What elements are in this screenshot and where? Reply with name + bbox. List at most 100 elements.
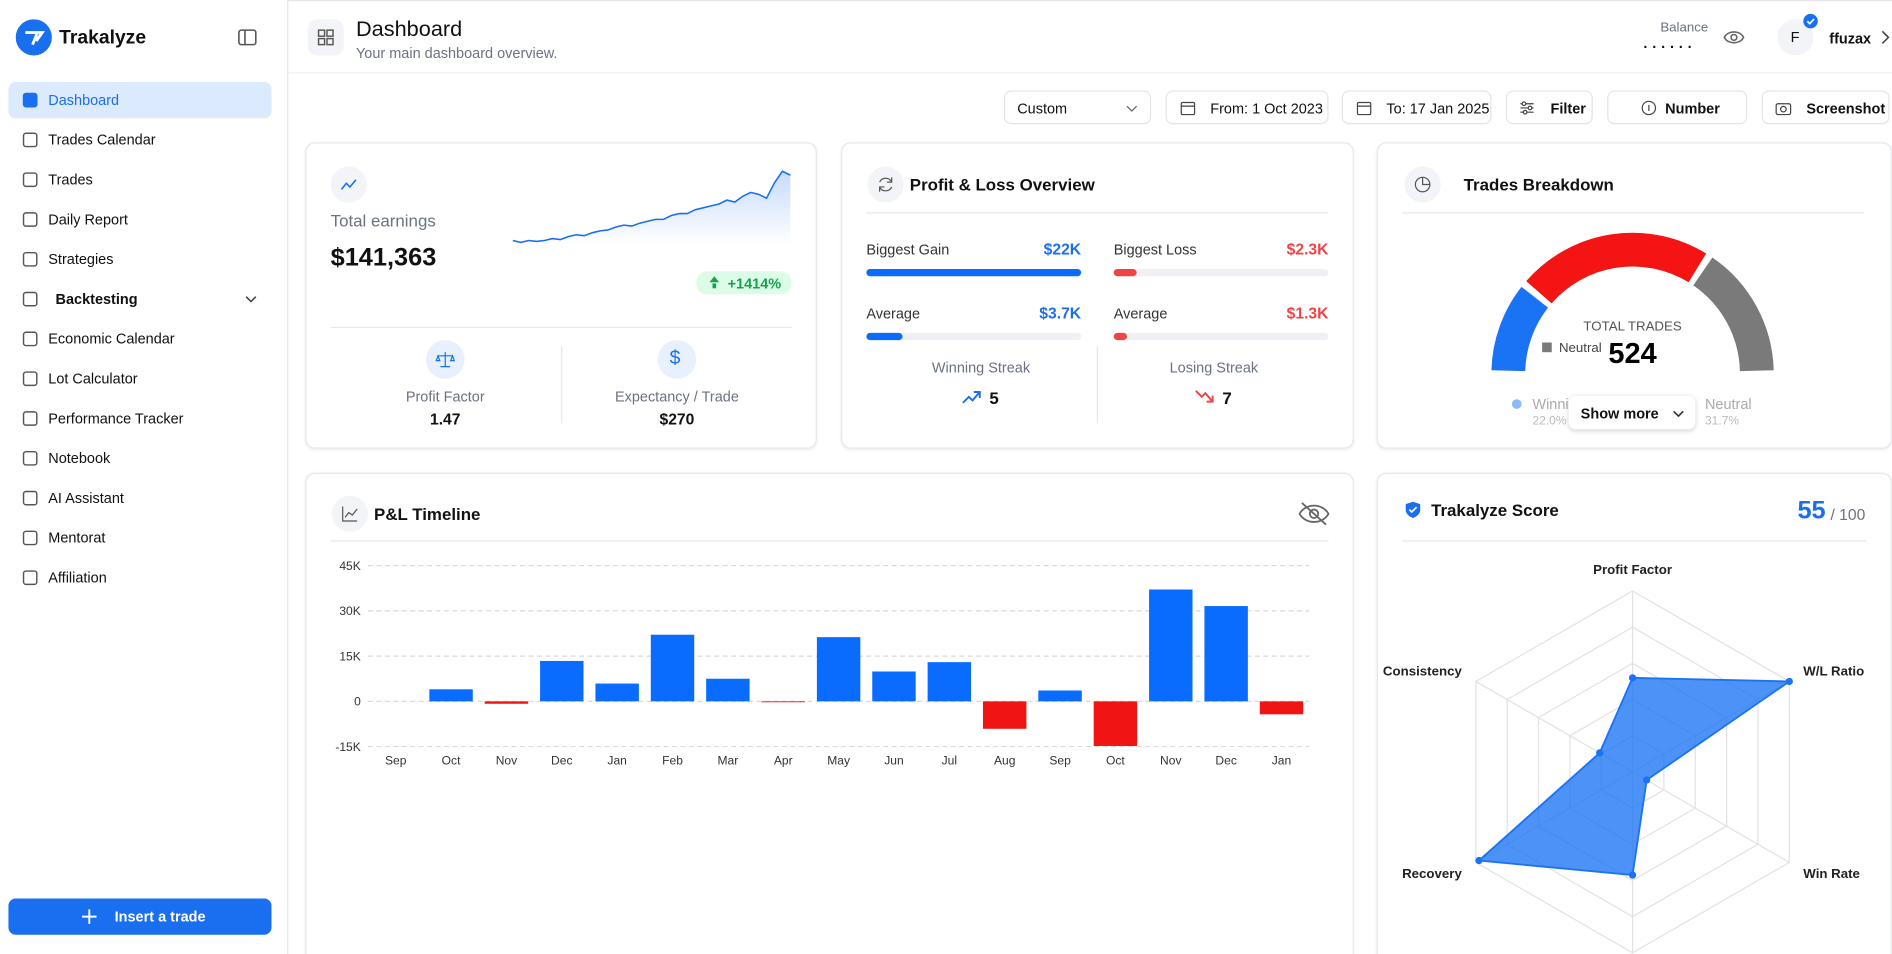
legend-value: 22.0%	[1532, 414, 1566, 428]
nav-label: Backtesting	[55, 290, 138, 308]
to-label: To: 17 Jan 2025	[1386, 100, 1490, 117]
x-tick-label: Oct	[1106, 754, 1125, 768]
screenshot-label: Screenshot	[1806, 100, 1886, 117]
show-more-button[interactable]: Show more	[1568, 395, 1696, 430]
nav-icon	[22, 331, 38, 347]
pnl-overview-title: Profit & Loss Overview	[909, 174, 1095, 195]
winning-streak-label: Winning Streak	[931, 359, 1031, 377]
losing-streak-value: 7	[1222, 388, 1232, 408]
tooltip	[1536, 336, 1626, 360]
biggest-gain-label: Biggest Gain	[866, 241, 950, 259]
radar-point	[1628, 871, 1637, 879]
divider	[330, 540, 1329, 542]
gain-track	[866, 332, 1082, 341]
number-label: Number	[1665, 100, 1720, 117]
loss-track	[1113, 332, 1329, 341]
x-tick-label: Jan	[1272, 754, 1291, 768]
bar	[706, 678, 750, 702]
divider	[866, 212, 1329, 214]
nav-item[interactable]: Dashboard	[8, 82, 272, 119]
username: ffuzax	[1829, 30, 1872, 48]
nav-label: Lot Calculator	[48, 370, 138, 388]
nav-icon	[22, 490, 38, 506]
nav-item[interactable]: Mentorat	[8, 520, 271, 556]
verified-badge	[1803, 13, 1818, 29]
from-label: From: 1 Oct 2023	[1210, 100, 1323, 117]
gauge-segment	[1491, 286, 1549, 372]
bar	[872, 671, 916, 702]
pie-icon	[1404, 166, 1441, 203]
expectancy-value: $270	[659, 410, 695, 429]
eye-icon[interactable]	[1723, 29, 1745, 46]
brand: Trakalyze	[59, 27, 147, 49]
score-value: 55	[1797, 496, 1826, 525]
radar-point	[1643, 776, 1651, 784]
bar	[982, 701, 1027, 729]
balance-value: · · · · · ·	[1643, 38, 1693, 56]
nav-icon	[22, 212, 38, 227]
score-max: / 100	[1830, 505, 1866, 524]
tooltip-label: Neutral	[1559, 340, 1602, 355]
filter-button[interactable]: Filter	[1505, 90, 1593, 125]
bar	[927, 662, 972, 702]
filter-label: Filter	[1550, 100, 1586, 117]
nav-item[interactable]: AI Assistant	[8, 480, 271, 516]
radar-point	[1628, 674, 1637, 682]
hide-icon[interactable]	[1298, 502, 1330, 526]
gauge-segment	[1526, 232, 1707, 304]
gain-track	[866, 268, 1082, 277]
radar-label: Win Rate	[1803, 866, 1860, 881]
from-date[interactable]: From: 1 Oct 2023	[1165, 90, 1329, 125]
biggest-gain-bar	[866, 268, 1082, 277]
to-date[interactable]: To: 17 Jan 2025	[1341, 90, 1492, 125]
x-tick-label: May	[827, 754, 850, 768]
insert-trade-label: Insert a trade	[114, 908, 206, 926]
nav-label: Performance Tracker	[48, 410, 184, 427]
profit-factor-label: Profit Factor	[405, 388, 485, 406]
change-pill: +1414%	[696, 271, 792, 295]
balance-label: Balance	[1660, 20, 1709, 35]
nav-item[interactable]: Backtesting	[8, 281, 271, 317]
divider	[561, 346, 563, 424]
change-value: +1414%	[727, 274, 782, 292]
sidebar-toggle[interactable]	[238, 29, 257, 46]
earnings-label: Total earnings	[330, 211, 436, 231]
nav-item[interactable]: Affiliation	[8, 560, 271, 596]
nav-item[interactable]: Trades	[8, 162, 271, 198]
number-button[interactable]: Number	[1607, 90, 1748, 125]
shield-icon	[1405, 501, 1421, 519]
nav-item[interactable]: Daily Report	[8, 201, 271, 237]
tooltip-swatch	[1542, 342, 1552, 353]
bar	[1259, 701, 1304, 715]
pnl-overview-card: Profit & Loss Overview Biggest Gain $22K…	[841, 142, 1354, 449]
x-tick-label: Oct	[442, 754, 461, 768]
insert-trade-button[interactable]: Insert a trade	[8, 898, 272, 935]
x-tick-label: Dec	[1215, 754, 1236, 768]
y-tick-label: 30K	[339, 604, 360, 618]
average-loss-bar	[1113, 332, 1127, 341]
nav-label: AI Assistant	[48, 489, 124, 507]
nav-item[interactable]: Notebook	[8, 440, 271, 476]
nav-item[interactable]: Lot Calculator	[8, 361, 271, 397]
gauge-segment	[1692, 257, 1774, 372]
radar-label: W/L Ratio	[1803, 663, 1864, 678]
nav-item[interactable]: Performance Tracker	[8, 400, 271, 436]
nav-item[interactable]: Strategies	[8, 241, 271, 277]
nav-item[interactable]: Economic Calendar	[8, 321, 271, 357]
plus-icon	[82, 909, 97, 924]
total-label: TOTAL TRADES	[1583, 318, 1681, 333]
bar	[595, 683, 639, 702]
radar-point	[1785, 677, 1793, 686]
show-more-label: Show more	[1580, 405, 1659, 423]
nav-label: Trades Calendar	[48, 131, 156, 149]
screenshot-button[interactable]: Screenshot	[1761, 90, 1890, 125]
biggest-loss-value: $2.3K	[1286, 240, 1329, 259]
chevron-down	[1126, 105, 1138, 112]
pnl-timeline-title: P&L Timeline	[374, 504, 481, 524]
nav-item[interactable]: Trades Calendar	[8, 122, 271, 158]
period-select[interactable]: Custom	[1003, 90, 1152, 125]
chevron-right[interactable]	[1880, 30, 1890, 44]
x-tick-label: Jul	[942, 754, 957, 768]
x-tick-label: Jan	[607, 754, 626, 768]
